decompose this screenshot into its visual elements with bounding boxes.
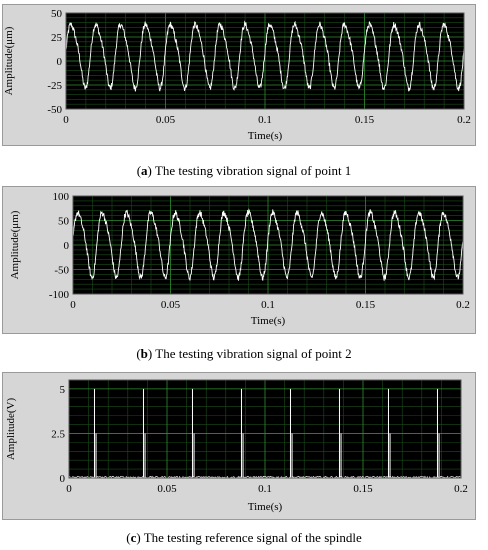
chart-c-x-tick-label: 0.1 xyxy=(258,483,272,495)
chart-a-y-axis-label: Amplitude(μm) xyxy=(3,26,15,95)
caption-c: (c) The testing reference signal of the … xyxy=(126,530,362,545)
chart-c-pulse-7 xyxy=(387,388,391,478)
chart-c-x-tick-label: 0.05 xyxy=(157,483,177,495)
chart-a-x-tick-label: 0.1 xyxy=(258,114,272,126)
chart-a-x-tick-label: 0.2 xyxy=(457,114,471,126)
caption-c-letter: c xyxy=(130,530,137,545)
chart-c: 0 0.05 0.1 0.15 0.2 5 2.5 0 Time(s) Amplitude(V) xyxy=(5,379,468,513)
chart-b-x-tick-label: 0.1 xyxy=(261,299,275,311)
chart-c-pulse-3 xyxy=(191,388,195,478)
chart-a-x-tick-label: 0.15 xyxy=(355,114,375,126)
chart-b-x-tick-label: 0.05 xyxy=(161,299,181,311)
chart-a-y-tick-label: 25 xyxy=(51,32,63,44)
chart-c-plot-border xyxy=(68,379,462,479)
chart-c-pulse-4 xyxy=(240,388,244,478)
chart-a-y-tick-label: 0 xyxy=(57,56,63,68)
chart-b-y-tick-label: -100 xyxy=(49,289,70,301)
chart-b-x-tick-label: 0 xyxy=(70,299,76,311)
chart-c-y-tick-label: 0 xyxy=(60,473,66,485)
chart-b-y-tick-label: 0 xyxy=(64,240,70,252)
caption-a: (a) The testing vibration signal of poin… xyxy=(136,163,352,178)
caption-c-text: The testing reference signal of the spin… xyxy=(143,530,362,545)
chart-a-x-tick-label: 0.05 xyxy=(156,114,176,126)
chart-c-pulse-1 xyxy=(93,388,97,478)
chart-b-x-tick-label: 0.2 xyxy=(456,299,470,311)
chart-b-signal-line xyxy=(72,208,464,281)
caption-b: (b) The testing vibration signal of poin… xyxy=(136,346,352,361)
chart-b-x-tick-label: 0.15 xyxy=(356,299,376,311)
caption-a-letter: a xyxy=(141,163,148,178)
chart-b-y-tick-label: 50 xyxy=(58,216,70,228)
chart-a-signal-line xyxy=(65,20,465,92)
chart-c-y-axis-label: Amplitude(V) xyxy=(5,398,17,461)
chart-c-x-axis-label: Time(s) xyxy=(248,501,283,513)
chart-c-pulse-6 xyxy=(338,388,342,478)
chart-c-pulse-8 xyxy=(436,388,440,478)
chart-a-plot-border xyxy=(65,12,465,110)
chart-b-y-axis-label: Amplitude(μm) xyxy=(9,210,21,279)
chart-c-pulse-2 xyxy=(142,388,146,478)
caption-b-letter: b xyxy=(140,346,148,361)
chart-a: 0 0.05 0.1 0.15 0.2 50 25 0 -25 -50 Time(s) Amplitu… xyxy=(3,8,471,142)
chart-a-y-tick-label: -25 xyxy=(47,80,62,92)
chart-a-x-tick-label: 0 xyxy=(63,114,69,126)
chart-a-y-tick-label: -50 xyxy=(47,104,62,116)
chart-b-plot-border xyxy=(72,195,464,295)
chart-c-grid xyxy=(68,380,462,479)
chart-c-y-tick-label: 2.5 xyxy=(51,428,65,440)
chart-c-x-tick-label: 0 xyxy=(66,483,72,495)
chart-c-y-tick-label: 5 xyxy=(60,384,66,396)
chart-c-x-tick-label: 0.2 xyxy=(454,483,468,495)
chart-b-x-axis-label: Time(s) xyxy=(251,315,286,327)
chart-b: 0 0.05 0.1 0.15 0.2 100 50 0 -50 -100 Time(s) Ampli… xyxy=(9,191,470,327)
chart-a-y-tick-label: 50 xyxy=(51,8,63,20)
chart-c-x-tick-label: 0.15 xyxy=(353,483,373,495)
caption-a-text: The testing vibration signal of point 1 xyxy=(154,163,352,178)
chart-c-baseline-noise xyxy=(68,475,462,479)
chart-c-pulse-5 xyxy=(289,388,293,478)
chart-a-x-axis-label: Time(s) xyxy=(248,130,283,142)
caption-b-text: The testing vibration signal of point 2 xyxy=(155,346,352,361)
chart-b-y-tick-label: -50 xyxy=(54,265,69,277)
chart-b-y-tick-label: 100 xyxy=(53,191,70,203)
